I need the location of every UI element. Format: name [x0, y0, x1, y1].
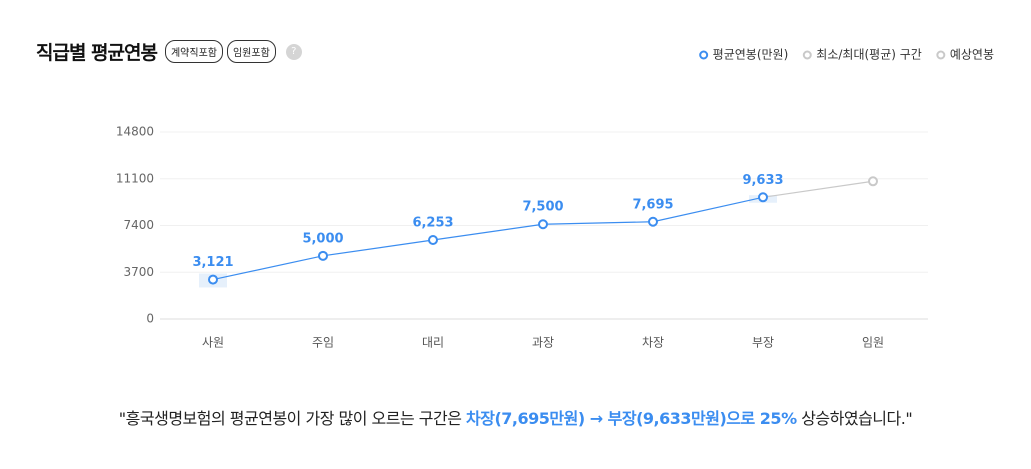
x-tick-label: 차장 [642, 336, 664, 350]
y-tick-label: 0 [146, 312, 154, 326]
x-tick-label: 부장 [752, 336, 774, 350]
badge[interactable]: 계약직포함 [164, 40, 223, 63]
help-icon[interactable]: ? [285, 43, 302, 60]
legend-label: 예상연봉 [950, 48, 994, 62]
y-tick-label: 3700 [123, 265, 154, 279]
chart-title: 직급별 평균연봉 [36, 42, 158, 64]
header: 직급별 평균연봉 계약직포함 임원포함 ? [36, 38, 302, 65]
x-tick-label: 대리 [422, 336, 444, 350]
summary-text: "흥국생명보험의 평균연봉이 가장 많이 오르는 구간은 [118, 409, 467, 428]
point [208, 274, 218, 285]
data-label: 7,500 [522, 200, 563, 215]
x-tick-label: 사원 [202, 336, 224, 350]
data-label: 5,000 [302, 231, 343, 246]
legend-label: 평균연봉(만원) [713, 48, 789, 62]
summary-highlight: 차장(7,695만원) → 부장(9,633만원)으로 25% [466, 409, 797, 428]
chart: 0 3700 7400 11100 14800 사원 주임 대리 과장 차장 부장 임원 3,121 5,… [116, 48, 994, 350]
legend-marker [802, 50, 812, 60]
summary-text: 상승하였습니다." [796, 409, 913, 428]
legend-marker [699, 50, 709, 60]
y-tick-label: 7400 [123, 218, 154, 232]
x-tick-label: 주임 [312, 336, 334, 350]
x-tick-label: 임원 [862, 336, 884, 350]
data-label: 6,253 [412, 215, 453, 230]
series-line [762, 180, 874, 198]
summary: "흥국생명보험의 평균연봉이 가장 많이 오르는 구간은 차장(7,695만원)… [0, 405, 1031, 429]
point [758, 192, 768, 203]
badge[interactable]: 임원포함 [226, 40, 276, 63]
point [538, 219, 548, 230]
legend-label: 최소/최대(평균) 구간 [816, 48, 922, 62]
data-label: 9,633 [742, 173, 783, 188]
point [428, 234, 438, 245]
point [868, 176, 878, 187]
data-label: 3,121 [192, 255, 233, 270]
data-label: 7,695 [632, 197, 673, 212]
legend-marker [936, 50, 946, 60]
x-tick-label: 과장 [532, 336, 554, 350]
series-line [212, 196, 764, 281]
y-tick-label: 11100 [116, 171, 154, 185]
point [648, 216, 658, 227]
y-tick-label: 14800 [116, 125, 154, 139]
point [318, 250, 328, 261]
